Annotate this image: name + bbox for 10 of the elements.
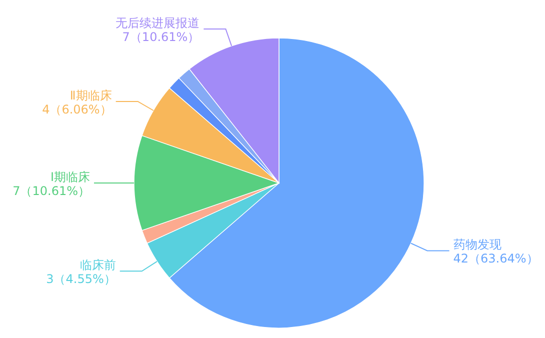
- slice-label: 临床前: [80, 258, 116, 272]
- data-label: 7（10.61%）: [12, 184, 90, 198]
- data-label: 3（4.55%）: [46, 272, 116, 286]
- data-label: 42（63.64%）: [453, 252, 538, 266]
- slice-label: Ⅰ期临床: [50, 170, 90, 184]
- slice-label: 药物发现: [453, 238, 502, 252]
- data-label: 4（6.06%）: [42, 102, 112, 116]
- slice-label: 无后续进展报道: [116, 16, 200, 30]
- slice-label: Ⅱ期临床: [70, 88, 112, 102]
- data-label: 7（10.61%）: [122, 30, 200, 44]
